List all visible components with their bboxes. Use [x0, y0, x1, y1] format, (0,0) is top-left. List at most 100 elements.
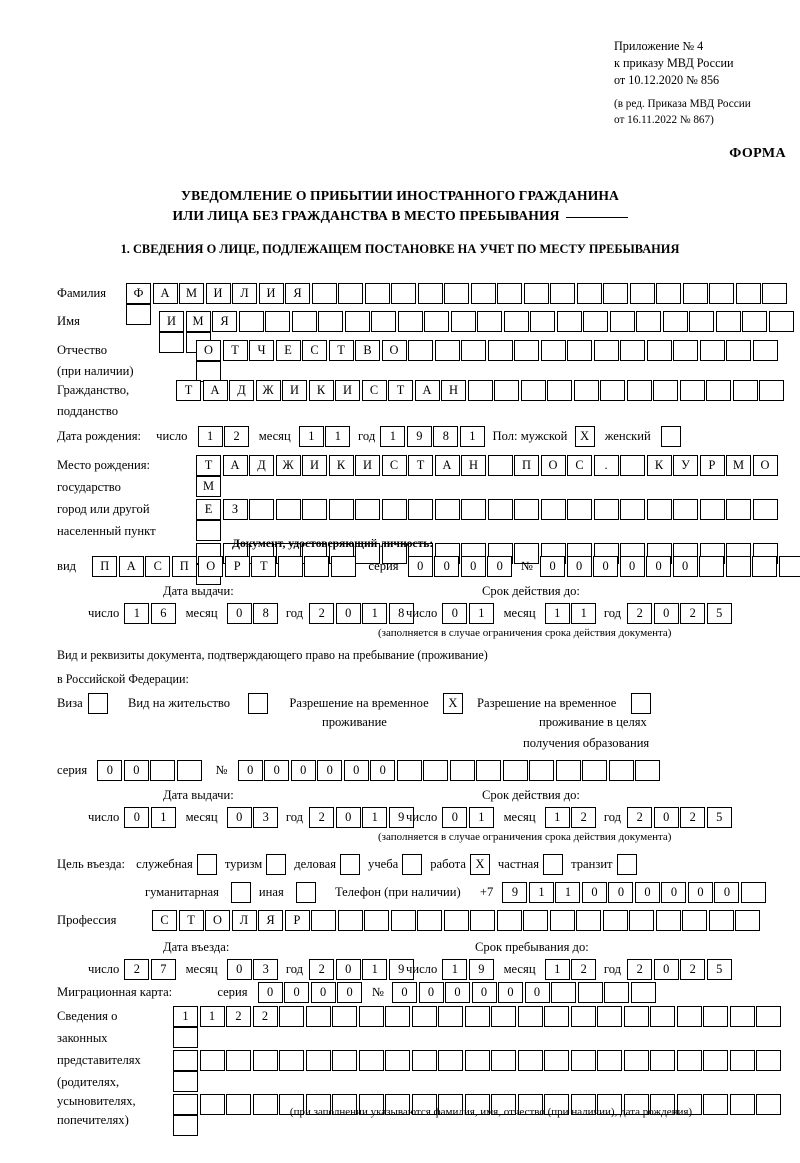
char-cell[interactable] — [626, 380, 652, 401]
char-cell[interactable]: 1 — [362, 959, 388, 980]
char-cell[interactable]: 0 — [445, 982, 470, 1003]
char-cell[interactable]: 0 — [634, 882, 660, 903]
char-cell[interactable]: 0 — [124, 807, 150, 828]
purpose-option-checkbox[interactable] — [340, 854, 361, 875]
char-cell[interactable] — [630, 982, 656, 1003]
char-cell[interactable]: 0 — [97, 760, 123, 781]
char-cell[interactable] — [653, 380, 678, 401]
char-cell[interactable] — [449, 760, 475, 781]
char-cell[interactable]: И — [355, 455, 380, 476]
char-cell[interactable] — [502, 760, 528, 781]
char-cell[interactable]: 2 — [627, 959, 653, 980]
char-cell[interactable]: 2 — [680, 959, 706, 980]
char-cell[interactable] — [173, 1071, 198, 1092]
char-cell[interactable] — [523, 910, 548, 931]
char-cell[interactable]: О — [540, 455, 566, 476]
char-cell[interactable]: 1 — [544, 603, 570, 624]
char-cell[interactable]: 1 — [459, 426, 485, 447]
char-cell[interactable]: М — [185, 311, 211, 332]
char-cell[interactable] — [623, 1050, 649, 1071]
char-cell[interactable] — [517, 1050, 543, 1071]
char-cell[interactable]: 3 — [253, 807, 279, 828]
char-cell[interactable]: 1 — [362, 603, 388, 624]
char-cell[interactable] — [196, 361, 221, 382]
char-cell[interactable]: 1 — [528, 882, 554, 903]
char-cell[interactable] — [650, 1094, 675, 1115]
char-cell[interactable] — [646, 499, 672, 520]
char-cell[interactable]: С — [381, 455, 407, 476]
purpose-option-checkbox[interactable] — [196, 854, 217, 875]
char-cell[interactable] — [555, 760, 581, 781]
char-cell[interactable] — [176, 760, 202, 781]
char-cell[interactable] — [576, 283, 602, 304]
char-cell[interactable] — [735, 283, 761, 304]
char-cell[interactable] — [729, 1094, 755, 1115]
sex-male-checkbox[interactable]: X — [574, 426, 595, 447]
char-cell[interactable] — [328, 499, 354, 520]
char-cell[interactable] — [756, 1094, 781, 1115]
char-cell[interactable]: 1 — [150, 807, 176, 828]
char-cell[interactable] — [582, 760, 608, 781]
char-cell[interactable]: С — [145, 556, 171, 577]
char-cell[interactable]: 0 — [608, 882, 634, 903]
char-cell[interactable] — [570, 1094, 596, 1115]
char-cell[interactable]: 8 — [433, 426, 459, 447]
char-cell[interactable] — [623, 1006, 649, 1027]
char-cell[interactable]: 1 — [199, 1006, 225, 1027]
char-cell[interactable]: М — [179, 283, 204, 304]
char-cell[interactable] — [173, 1050, 198, 1071]
char-cell[interactable]: Е — [196, 499, 221, 520]
char-cell[interactable] — [464, 1050, 490, 1071]
char-cell[interactable] — [470, 283, 496, 304]
char-cell[interactable]: 5 — [706, 807, 732, 828]
char-cell[interactable] — [487, 340, 513, 361]
char-cell[interactable]: И — [205, 283, 231, 304]
char-cell[interactable]: 1 — [325, 426, 351, 447]
char-cell[interactable]: 0 — [284, 982, 310, 1003]
char-cell[interactable]: Л — [232, 283, 257, 304]
char-cell[interactable] — [358, 1006, 384, 1027]
char-cell[interactable] — [411, 1094, 437, 1115]
char-cell[interactable] — [434, 340, 460, 361]
char-cell[interactable]: И — [159, 311, 184, 332]
purpose-option-checkbox[interactable] — [402, 854, 423, 875]
char-cell[interactable]: 0 — [290, 760, 316, 781]
char-cell[interactable]: Т — [222, 340, 248, 361]
char-cell[interactable]: 1 — [173, 1006, 198, 1027]
char-cell[interactable] — [530, 311, 555, 332]
char-cell[interactable] — [438, 1050, 463, 1071]
char-cell[interactable]: 0 — [646, 556, 672, 577]
char-cell[interactable]: Е — [275, 340, 301, 361]
char-cell[interactable]: С — [152, 910, 177, 931]
purpose-option-checkbox[interactable] — [266, 854, 287, 875]
char-cell[interactable] — [656, 283, 681, 304]
char-cell[interactable]: 0 — [619, 556, 645, 577]
char-cell[interactable] — [544, 1050, 569, 1071]
char-cell[interactable]: 0 — [653, 807, 679, 828]
char-cell[interactable]: 0 — [257, 982, 283, 1003]
char-cell[interactable] — [275, 499, 301, 520]
char-cell[interactable] — [573, 380, 599, 401]
char-cell[interactable] — [252, 1050, 278, 1071]
char-cell[interactable] — [623, 1094, 649, 1115]
char-cell[interactable] — [332, 1094, 357, 1115]
char-cell[interactable] — [337, 910, 363, 931]
char-cell[interactable] — [355, 499, 380, 520]
char-cell[interactable] — [709, 283, 734, 304]
char-cell[interactable]: К — [328, 455, 354, 476]
char-cell[interactable]: Ж — [255, 380, 281, 401]
char-cell[interactable] — [477, 311, 502, 332]
char-cell[interactable]: 0 — [581, 882, 607, 903]
purpose-option-checkbox[interactable] — [230, 882, 251, 903]
char-cell[interactable] — [593, 499, 619, 520]
char-cell[interactable]: 6 — [150, 603, 176, 624]
char-cell[interactable] — [726, 340, 751, 361]
char-cell[interactable] — [487, 455, 513, 476]
char-cell[interactable]: Р — [699, 455, 725, 476]
